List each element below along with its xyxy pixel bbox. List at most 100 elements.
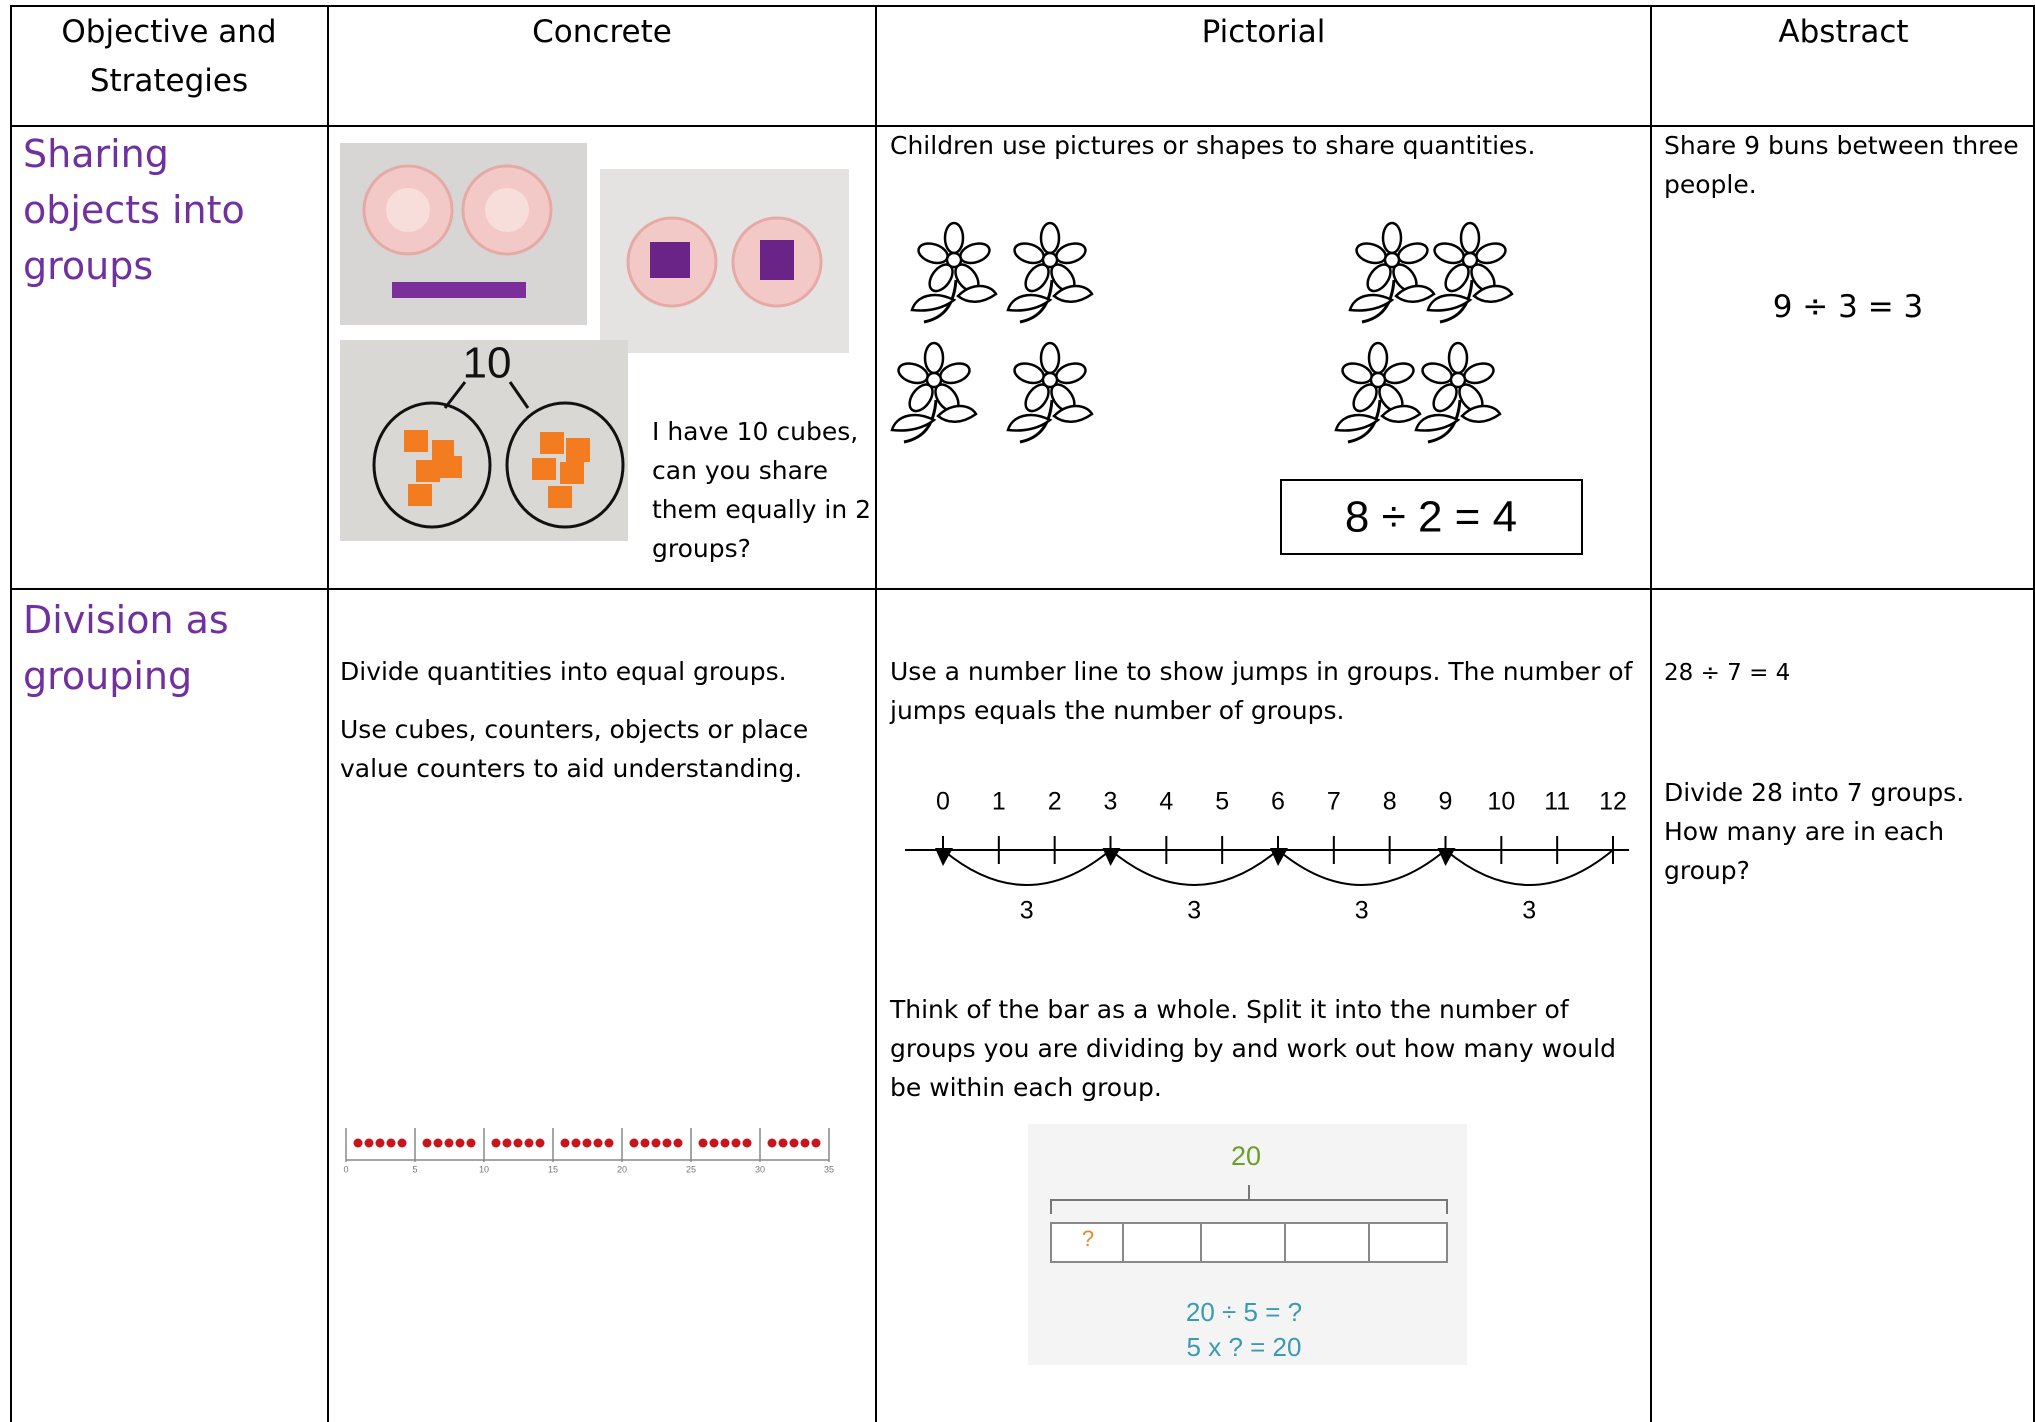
counter [720,1138,730,1148]
header-cell: Concrete [532,14,672,50]
header-cell: Pictorial [1201,14,1326,50]
counter [433,1138,443,1148]
number-line-label: 8 [1383,788,1397,816]
equation: 8 ÷ 2 = 4 [1345,493,1517,542]
pictorial-text: Use a number line to show jumps in group… [890,657,1633,725]
counter [698,1138,708,1148]
jump-label: 3 [1187,897,1201,925]
bar-model [1028,1124,1467,1365]
number-line-label: 9 [1439,788,1453,816]
abstract-equation: 9 ÷ 3 = 3 [1772,289,1924,325]
number-line-label: 4 [1159,788,1173,816]
number-line-label: 5 [412,1164,417,1174]
bar-equation: 20 ÷ 5 = ? [1186,1297,1302,1327]
counter [731,1138,741,1148]
number-line-label: 12 [1599,788,1627,816]
counter [742,1138,752,1148]
number-line-label: 3 [1104,788,1118,816]
counter [709,1138,719,1148]
counter [673,1138,683,1148]
jump-arc [1109,849,1279,886]
equation-box [1280,479,1583,555]
bar-total: 20 [1231,1141,1261,1171]
counter [604,1138,614,1148]
counter [466,1138,476,1148]
number-line-label: 6 [1271,788,1285,816]
counter [640,1138,650,1148]
counter [571,1138,581,1148]
abstract-text: Divide 28 into 7 groups. How many are in… [1664,778,1965,885]
jump-label: 3 [1355,897,1369,925]
counter [629,1138,639,1148]
jump-arrow [1270,848,1288,866]
photo-label: 10 [463,339,512,388]
counter [778,1138,788,1148]
counter [593,1138,603,1148]
counter [397,1138,407,1148]
table-border [10,5,2035,7]
number-line-label: 15 [548,1164,558,1174]
number-line-label: 0 [343,1164,348,1174]
concrete-text: Divide quantities into equal groups. [340,657,787,686]
counter [375,1138,385,1148]
table-border [10,588,2035,590]
counter [422,1138,432,1148]
jump-label: 3 [1522,897,1536,925]
counter [651,1138,661,1148]
counter [444,1138,454,1148]
header-cell: Objective and Strategies [61,14,277,99]
counter [491,1138,501,1148]
header-cell: Abstract [1778,14,1909,50]
concrete-text: Use cubes, counters, objects or place va… [340,715,809,783]
concrete-text: I have 10 cubes, can you share them equa… [652,417,872,563]
table-border [327,5,329,1422]
bar-unknown: ? [1082,1226,1094,1251]
number-line-label: 2 [1048,788,1062,816]
table-border [10,5,12,1422]
counter [789,1138,799,1148]
jump-arc [1277,849,1447,886]
counter [513,1138,523,1148]
number-line-label: 5 [1215,788,1229,816]
jump-arrow [935,848,953,866]
table-border [875,5,877,1422]
number-line-label: 7 [1327,788,1341,816]
counter [524,1138,534,1148]
number-line-label: 11 [1544,788,1570,816]
number-line-label: 1 [992,788,1006,816]
jump-arc [942,849,1112,886]
objective: Sharing objects into groups [23,132,245,288]
number-line-label: 0 [936,788,950,816]
jump-arc [1444,849,1614,886]
flower-group [890,221,1514,444]
pictorial-text: Children use pictures or shapes to share… [890,131,1536,160]
counter [455,1138,465,1148]
counter [364,1138,374,1148]
photo [600,169,849,353]
counter [662,1138,672,1148]
abstract-text: Share 9 buns between three people. [1664,131,2019,199]
number-line-label: 30 [755,1164,765,1174]
photo [340,143,587,325]
counter [535,1138,545,1148]
number-line-label: 20 [617,1164,627,1174]
number-line-label: 10 [479,1164,489,1174]
bar-equation: 5 x ? = 20 [1187,1332,1302,1362]
table-border [1650,5,1652,1422]
number-line-label: 25 [686,1164,696,1174]
pictorial-text: Think of the bar as a whole. Split it in… [890,995,1616,1102]
abstract-equation: 28 ÷ 7 = 4 [1664,660,1791,686]
counter [811,1138,821,1148]
counter [353,1138,363,1148]
photo [340,340,628,541]
table-border [2033,5,2035,1422]
jump-arrow [1102,848,1121,866]
jump-label: 3 [1020,897,1034,925]
counter [386,1138,396,1148]
objective: Division as grouping [23,598,229,698]
counter [502,1138,512,1148]
counter [582,1138,592,1148]
table-border [10,125,2035,127]
